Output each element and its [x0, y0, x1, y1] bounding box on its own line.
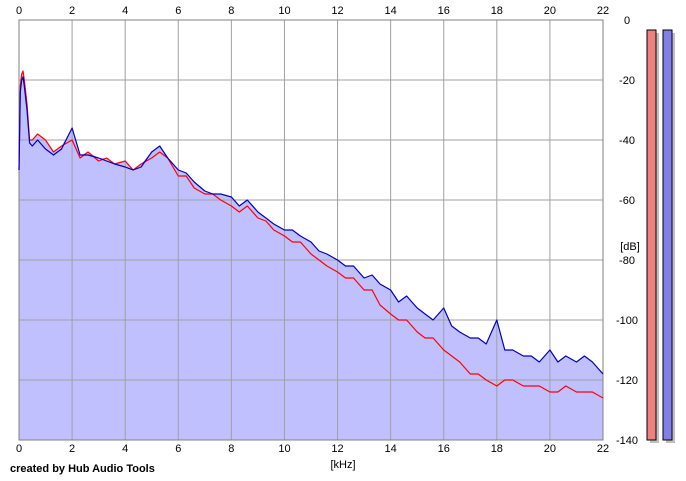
x-tick-label-top: 14: [385, 5, 397, 17]
x-tick-label-bottom: 2: [69, 443, 75, 455]
plot-frame: [18, 19, 604, 441]
x-tick-label-bottom: 20: [544, 443, 556, 455]
x-tick-label-bottom: 14: [385, 443, 397, 455]
level-meters: [646, 29, 675, 443]
y-tick-label: -100: [616, 315, 638, 327]
x-tick-label-top: 18: [491, 5, 503, 17]
x-tick-label-bottom: 4: [122, 443, 128, 455]
x-tick-label-top: 10: [278, 5, 290, 17]
y-axis-label: [dB]: [620, 241, 640, 253]
x-tick-label-bottom: 10: [278, 443, 290, 455]
x-tick-label-bottom: 16: [438, 443, 450, 455]
y-tick-label: 0: [624, 15, 630, 27]
meter-bar-blue: [662, 29, 673, 441]
y-tick-label: -60: [619, 195, 635, 207]
credit-text: created by Hub Audio Tools: [10, 463, 155, 475]
x-tick-label-bottom: 8: [228, 443, 234, 455]
x-tick-label-top: 8: [228, 5, 234, 17]
series-group: [18, 70, 604, 399]
x-tick-label-bottom: 22: [597, 443, 609, 455]
x-tick-label-top: 20: [544, 5, 556, 17]
y-tick-label: -120: [616, 375, 638, 387]
x-axis-label: [kHz]: [330, 459, 355, 471]
x-tick-label-top: 6: [175, 5, 181, 17]
x-tick-label-bottom: 6: [175, 443, 181, 455]
x-tick-label-bottom: 12: [331, 443, 343, 455]
x-tick-label-top: 2: [69, 5, 75, 17]
x-tick-label-top: 4: [122, 5, 128, 17]
axis-group: 002244668810101212141416161818202022220-…: [16, 5, 640, 471]
y-tick-label: -80: [619, 255, 635, 267]
series-line-blue: [18, 76, 604, 375]
x-tick-label-bottom: 18: [491, 443, 503, 455]
x-tick-label-top: 22: [597, 5, 609, 17]
x-tick-label-top: 12: [331, 5, 343, 17]
series-line-red: [18, 70, 604, 399]
spectrum-fill: [19, 71, 603, 440]
y-tick-label: -140: [616, 435, 638, 447]
y-tick-label: -20: [619, 75, 635, 87]
meter-bar-red: [646, 29, 657, 441]
y-tick-label: -40: [619, 135, 635, 147]
x-tick-label-top: 0: [16, 5, 22, 17]
grid-lines: [18, 19, 604, 441]
x-tick-label-bottom: 0: [16, 443, 22, 455]
x-tick-label-top: 16: [438, 5, 450, 17]
